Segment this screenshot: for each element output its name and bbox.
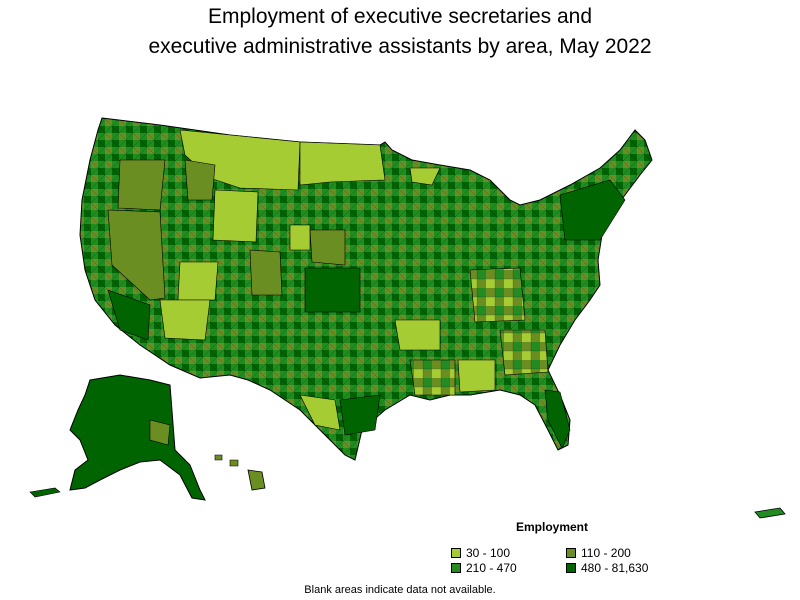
region-south-georgia <box>499 329 549 376</box>
hawaii-region <box>247 469 266 491</box>
legend-swatch <box>566 548 576 558</box>
region-california-south <box>107 289 151 341</box>
region-ozarks <box>394 319 441 351</box>
region-northeast <box>559 179 626 241</box>
region-florida <box>544 389 571 449</box>
aleutian-islands <box>29 487 61 498</box>
map-title: Employment of executive secretaries and … <box>0 2 800 62</box>
region-wyoming <box>212 189 259 243</box>
region-michigan-north <box>409 167 441 186</box>
alaska-region <box>69 374 206 501</box>
legend-item-30-100: 30 - 100 <box>451 546 510 560</box>
puerto-rico-region <box>754 507 786 519</box>
region-appalachia <box>469 267 526 323</box>
title-line-2: executive administrative assistants by a… <box>148 35 652 58</box>
legend-item-480-81630: 480 - 81,630 <box>566 561 648 575</box>
footnote: Blank areas indicate data not available. <box>304 584 496 596</box>
title-line-1: Employment of executive secretaries and <box>207 5 593 28</box>
region-nebraska-west <box>289 224 311 251</box>
legend-label: 30 - 100 <box>466 546 511 560</box>
region-nevada <box>107 209 166 301</box>
legend-label: 480 - 81,630 <box>581 561 649 575</box>
region-utah-south <box>177 261 219 301</box>
region-west-texas <box>299 394 341 431</box>
region-idaho-east <box>184 159 216 201</box>
legend-title: Employment <box>516 520 589 534</box>
region-dakotas <box>299 141 386 186</box>
legend-swatch <box>566 563 576 573</box>
alaska-subregion <box>149 419 171 446</box>
hawaii-islands <box>214 454 239 467</box>
region-colorado-west <box>249 249 283 296</box>
legend-swatch <box>451 548 461 558</box>
legend-label: 210 - 470 <box>466 561 517 575</box>
legend-item-110-200: 110 - 200 <box>566 546 631 560</box>
region-gulf-coast-texas <box>339 394 381 436</box>
region-mississippi <box>457 359 496 393</box>
region-arizona-north <box>159 299 211 341</box>
region-oregon-east <box>117 159 166 211</box>
region-north-louisiana <box>409 359 456 396</box>
legend-label: 110 - 200 <box>581 546 631 560</box>
legend-swatch <box>451 563 461 573</box>
legend-item-210-470: 210 - 470 <box>451 561 517 575</box>
region-kansas <box>304 267 361 313</box>
region-nebraska-east <box>309 229 346 266</box>
